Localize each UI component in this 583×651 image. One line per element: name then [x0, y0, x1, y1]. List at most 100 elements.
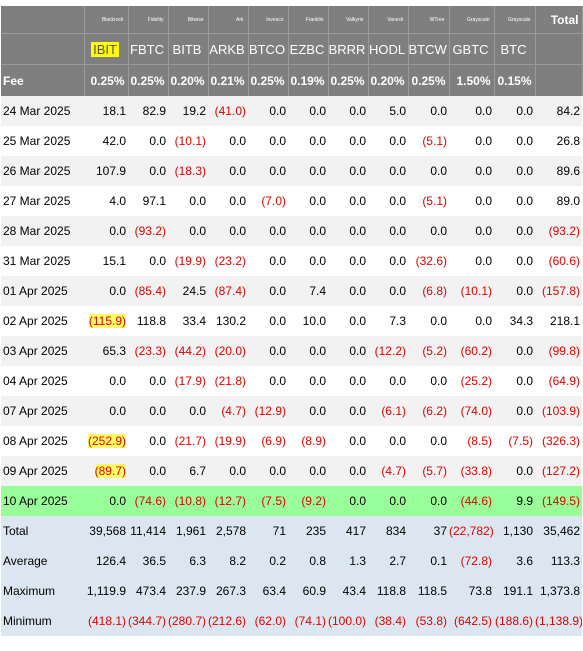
- total-value: 89.6: [556, 164, 580, 178]
- summary-cell: 0.8: [288, 546, 328, 576]
- fee-value: 0.15%: [494, 64, 536, 96]
- flow-value: 0.0: [149, 434, 166, 448]
- flow-value: (7.5): [261, 494, 286, 508]
- flow-value: 0.0: [516, 344, 533, 358]
- flow-value: 0.0: [475, 254, 492, 268]
- flow-cell: 4.0: [84, 186, 128, 216]
- flow-cell: 0.0: [288, 126, 328, 156]
- total-cell: 84.2: [535, 96, 582, 126]
- ticker-label: BTCW: [408, 41, 447, 57]
- flow-value: 0.0: [430, 164, 447, 178]
- flow-cell: 0.0: [248, 216, 288, 246]
- flow-cell: 0.0: [328, 306, 368, 336]
- flow-value: (6.2): [422, 404, 447, 418]
- summary-total-value: 1,373.8: [539, 584, 580, 598]
- flow-value: 0.0: [309, 224, 326, 238]
- flow-cell: (7.5): [494, 426, 535, 456]
- summary-value: (418.1): [87, 614, 126, 628]
- flow-value: 0.0: [389, 494, 406, 508]
- summary-value: 473.4: [135, 584, 166, 598]
- flow-cell: (7.0): [248, 186, 288, 216]
- flow-value: (10.1): [460, 284, 492, 298]
- flow-cell: 0.0: [368, 156, 408, 186]
- ticker-header: BTCW: [408, 33, 450, 65]
- summary-value: 1.3: [349, 554, 366, 568]
- flow-value: 0.0: [430, 224, 447, 238]
- flow-value: 0.0: [229, 194, 246, 208]
- summary-cell: 43.4: [328, 576, 368, 606]
- summary-value: 11,414: [130, 524, 166, 538]
- flow-value: 19.2: [182, 104, 206, 118]
- flow-value: 0.0: [229, 224, 246, 238]
- flow-cell: (12.2): [368, 336, 408, 366]
- ticker-header: FBTC: [128, 33, 169, 65]
- flow-cell: 0.0: [328, 426, 368, 456]
- summary-value: 73.8: [468, 584, 492, 598]
- issuer-name: Franklin: [288, 6, 329, 34]
- flow-value: (252.9): [87, 434, 126, 448]
- flow-cell: (44.6): [449, 486, 494, 516]
- summary-cell: 63.4: [248, 576, 288, 606]
- flow-cell: 0.0: [408, 156, 449, 186]
- flow-cell: 0.0: [248, 366, 288, 396]
- ticker-label: FBTC: [130, 41, 164, 57]
- flow-cell: 0.0: [494, 246, 535, 276]
- total-value: 84.2: [556, 104, 580, 118]
- flow-value: 0.0: [475, 314, 492, 328]
- total-cell: (157.8): [535, 276, 582, 306]
- flow-cell: (44.2): [168, 336, 208, 366]
- flow-cell: (21.7): [168, 426, 208, 456]
- flow-cell: 0.0: [449, 156, 494, 186]
- flow-cell: 65.3: [84, 336, 128, 366]
- summary-label: Total: [1, 516, 84, 546]
- flow-cell: 0.0: [248, 336, 288, 366]
- ticker-header: BTCO: [248, 33, 289, 65]
- flow-cell: 0.0: [128, 396, 168, 426]
- flow-value: 0.0: [430, 494, 447, 508]
- flow-cell: (4.7): [368, 456, 408, 486]
- summary-cell: 235: [288, 516, 328, 546]
- flow-value: 15.1: [102, 254, 126, 268]
- flow-value: 0.0: [309, 104, 326, 118]
- total-cell: (99.8): [535, 336, 582, 366]
- flow-cell: (12.7): [208, 486, 248, 516]
- flow-value: 0.0: [389, 194, 406, 208]
- fee-value: 0.25%: [128, 64, 169, 96]
- date-cell: 24 Mar 2025: [1, 96, 84, 126]
- flow-cell: 0.0: [449, 126, 494, 156]
- issuer-name: Grayscale: [494, 6, 536, 34]
- flow-cell: 0.0: [449, 96, 494, 126]
- summary-label: Minimum: [1, 606, 84, 636]
- flow-cell: (252.9): [84, 426, 128, 456]
- flow-cell: 0.0: [494, 336, 535, 366]
- flow-cell: 0.0: [128, 456, 168, 486]
- flow-value: 0.0: [349, 314, 366, 328]
- flow-value: 7.3: [389, 314, 406, 328]
- flow-cell: 0.0: [449, 216, 494, 246]
- table-row: 28 Mar 2025 0.0 (93.2) 0.0 0.0 0.0 0.0 0.0 0.0 0.…: [1, 216, 582, 246]
- flow-cell: (60.2): [449, 336, 494, 366]
- total-cell: (93.2): [535, 216, 582, 246]
- flow-value: 7.4: [309, 284, 326, 298]
- summary-cell: 0.2: [248, 546, 288, 576]
- ticker-header: BTC: [494, 33, 536, 65]
- flow-cell: (19.9): [168, 246, 208, 276]
- flow-cell: 0.0: [328, 96, 368, 126]
- flow-cell: 24.5: [168, 276, 208, 306]
- flow-cell: (10.1): [449, 276, 494, 306]
- ticker-row: IBIT FBTC BITB ARKB BTCO EZBC BRRR HODL BTCW GBTC…: [1, 33, 583, 65]
- flow-value: (93.2): [134, 224, 166, 238]
- flow-cell: 0.0: [408, 306, 449, 336]
- table-body: 24 Mar 2025 18.1 82.9 19.2 (41.0) 0.0 0.0 0.0 5.…: [1, 96, 582, 516]
- flow-cell: 0.0: [494, 216, 535, 246]
- flow-cell: (18.3): [168, 156, 208, 186]
- flow-value: (44.2): [174, 344, 206, 358]
- flow-cell: 34.3: [494, 306, 535, 336]
- issuer-name: Valkyrie: [328, 6, 369, 34]
- summary-total-value: 113.3: [550, 554, 580, 568]
- summary-cell: 71: [248, 516, 288, 546]
- summary-cell: 834: [368, 516, 408, 546]
- date-cell: 01 Apr 2025: [1, 276, 84, 306]
- summary-value: (74.1): [294, 614, 326, 628]
- total-value: (127.2): [541, 464, 580, 478]
